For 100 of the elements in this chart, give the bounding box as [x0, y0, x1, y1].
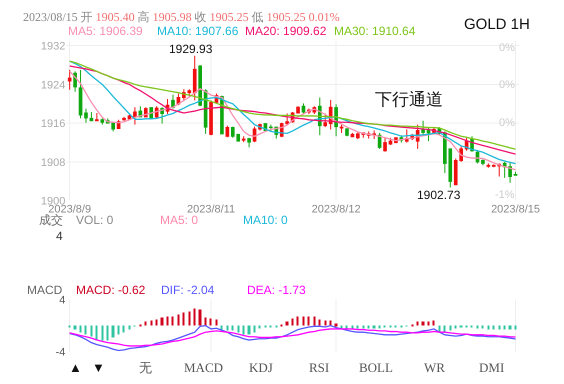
candlestick — [356, 132, 360, 140]
bar — [226, 326, 228, 330]
candlestick — [269, 124, 273, 132]
text: DIF: -2.04 — [161, 283, 215, 297]
bar — [476, 326, 478, 328]
candlestick — [171, 94, 175, 110]
candlestick — [68, 69, 72, 90]
y-tick-label: 1924 — [40, 79, 66, 92]
bar — [209, 318, 212, 326]
bar — [128, 326, 130, 330]
text: MA5: 1906.39 — [68, 24, 144, 38]
text: MACD — [184, 360, 224, 375]
bar — [220, 326, 222, 330]
bar — [166, 316, 168, 326]
bar — [334, 324, 338, 326]
bar — [285, 322, 288, 326]
bar — [73, 326, 76, 330]
candlestick — [226, 125, 230, 138]
bar — [498, 326, 500, 330]
bar — [291, 318, 294, 326]
bar — [313, 316, 316, 326]
bar — [237, 326, 240, 332]
bar — [318, 320, 320, 326]
bar — [454, 326, 456, 328]
candlestick — [209, 100, 213, 136]
bar — [329, 320, 332, 326]
candlestick — [454, 158, 458, 186]
bar — [101, 326, 104, 340]
text: WR — [424, 360, 446, 375]
text: 成交 — [39, 213, 63, 227]
bar — [160, 318, 164, 326]
text: DEA: -1.73 — [247, 283, 306, 297]
bar — [182, 312, 184, 326]
bar — [416, 322, 418, 326]
bar — [90, 326, 92, 336]
bar — [481, 326, 484, 328]
bar — [198, 310, 202, 326]
bar — [421, 322, 424, 326]
text: RSI — [309, 360, 330, 375]
candlestick — [176, 93, 180, 106]
bar — [117, 326, 120, 334]
bar — [307, 316, 310, 326]
bar — [231, 326, 234, 330]
text: DMI — [479, 360, 504, 375]
candlestick — [285, 113, 289, 126]
bar — [432, 320, 434, 326]
bar — [215, 320, 218, 326]
bar — [150, 320, 152, 326]
bar — [242, 326, 244, 334]
x-tick-label: 2023/8/11 — [186, 204, 236, 216]
text: ▼ — [92, 360, 105, 375]
candlestick — [502, 161, 506, 178]
text: VOL: 0 — [76, 213, 114, 227]
text: 2023/08/15 开 1905.40 高 1905.98 收 1905.25 低 1905.25 0.01% — [23, 10, 340, 24]
bar — [79, 326, 82, 332]
bar — [258, 326, 260, 328]
text: MACD — [27, 283, 63, 297]
text: MA20: 1909.62 — [245, 24, 327, 38]
bar — [508, 326, 512, 330]
candlestick — [230, 126, 235, 138]
candlestick — [247, 137, 251, 148]
bar — [95, 326, 98, 340]
text: MA5: 0 — [160, 213, 198, 227]
bar — [503, 326, 506, 330]
y-tick-label: 4 — [59, 294, 66, 306]
y-tick-label: 1932 — [40, 40, 66, 53]
bar — [247, 326, 250, 334]
text: BOLL — [359, 360, 393, 375]
text: KDJ — [249, 360, 273, 375]
line-series — [69, 328, 516, 347]
bar — [487, 326, 490, 330]
bar — [296, 316, 298, 326]
bar — [345, 326, 348, 328]
bar — [84, 326, 86, 334]
candlestick — [192, 55, 197, 101]
text: MA30: 1910.64 — [334, 24, 416, 38]
bar — [449, 326, 452, 330]
candlestick — [236, 133, 240, 142]
bar — [372, 326, 376, 328]
y-tick-label: -4 — [56, 346, 66, 359]
candlestick — [302, 102, 306, 114]
x-tick-label: 2023/8/15 — [491, 204, 540, 216]
y-tick-label: 1908 — [40, 156, 66, 169]
bar — [492, 326, 494, 330]
bar — [324, 320, 326, 326]
candlestick — [111, 122, 115, 132]
text: ▲ — [69, 360, 82, 375]
bar — [340, 326, 342, 328]
line-series — [69, 325, 516, 352]
bar — [302, 316, 304, 326]
bar — [144, 322, 146, 326]
chart-title: GOLD 1H — [464, 16, 530, 33]
bar — [362, 326, 364, 328]
bar — [171, 316, 174, 326]
bar — [193, 308, 196, 326]
candlestick — [345, 128, 349, 137]
y-tick-label: 1916 — [40, 118, 66, 130]
bar — [427, 322, 430, 326]
bar — [367, 326, 370, 328]
bar — [177, 314, 180, 326]
